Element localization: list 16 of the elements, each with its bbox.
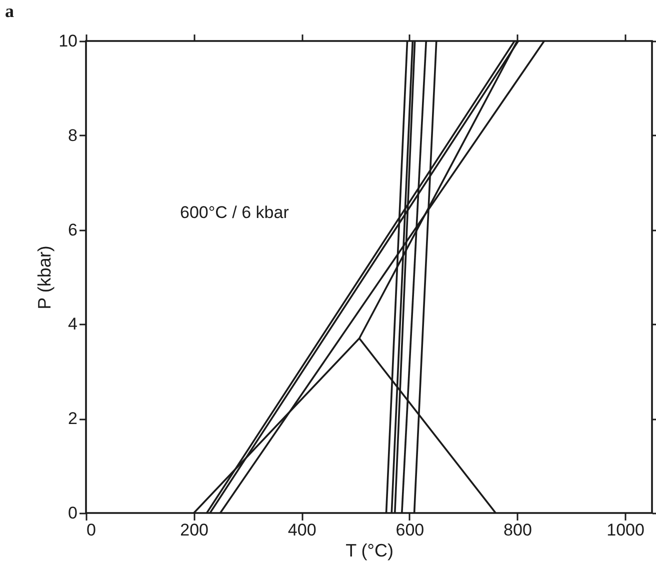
y-tick-label: 6	[68, 220, 78, 240]
y-tick-label: 8	[68, 126, 78, 145]
y-axis-title: P (kbar)	[34, 246, 55, 310]
annotation: 600°C / 6 kbar	[180, 203, 290, 222]
y-tick-label: 4	[68, 314, 78, 334]
y-tick-label: 0	[68, 504, 78, 522]
y-tick-label: 10	[58, 32, 78, 50]
x-tick-label: 400	[288, 520, 316, 540]
y-tick-label: 2	[68, 409, 78, 428]
x-axis-title: T (°C)	[346, 540, 394, 560]
x-tick-label: 600	[396, 520, 424, 540]
x-tick-label: 1000	[606, 520, 644, 540]
x-tick-label: 0	[86, 520, 96, 540]
x-tick-label: 200	[180, 520, 208, 540]
chart-title: a	[5, 1, 14, 21]
x-tick-label: 800	[504, 520, 532, 540]
